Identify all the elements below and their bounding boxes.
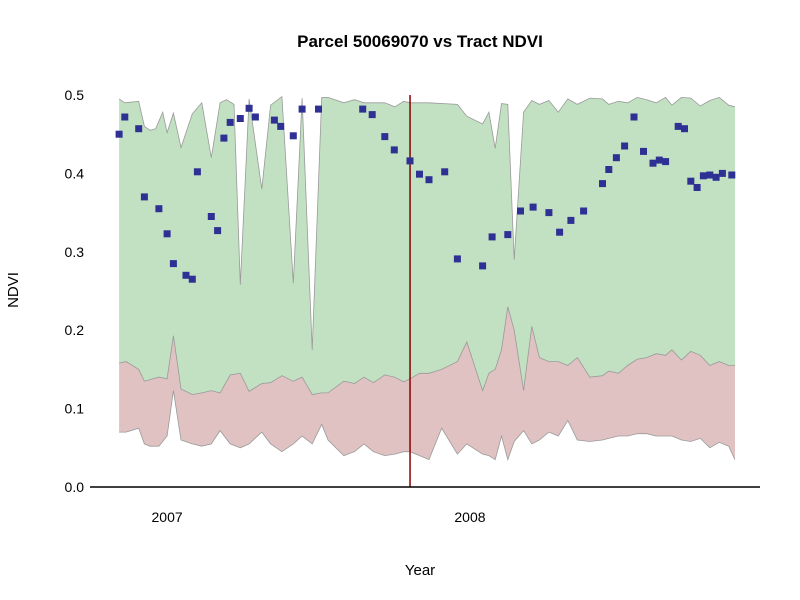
plot-area <box>115 95 736 487</box>
data-point <box>479 262 487 270</box>
chart-title: Parcel 50069070 vs Tract NDVI <box>297 32 543 51</box>
data-point <box>236 115 244 122</box>
data-point <box>277 122 285 130</box>
data-point <box>599 180 606 188</box>
data-point <box>580 207 588 215</box>
data-point <box>155 205 163 213</box>
data-point <box>220 134 228 142</box>
parcel-points <box>115 104 736 283</box>
data-point <box>169 260 177 268</box>
data-point <box>270 116 278 124</box>
data-point <box>630 113 638 121</box>
y-tick-label: 0.1 <box>65 401 85 417</box>
data-point <box>368 111 376 119</box>
x-tick-label: 2008 <box>454 509 485 525</box>
data-point <box>687 177 695 185</box>
data-point <box>245 104 253 112</box>
y-tick-label: 0.3 <box>65 244 85 260</box>
data-point <box>390 146 398 154</box>
data-point <box>359 105 367 113</box>
data-point <box>706 171 714 179</box>
data-point <box>556 228 564 236</box>
data-point <box>140 193 148 201</box>
data-point <box>406 157 414 165</box>
data-point <box>207 213 215 220</box>
data-point <box>674 122 682 130</box>
data-point <box>188 275 196 283</box>
data-point <box>315 105 322 113</box>
data-point <box>567 216 575 224</box>
data-point <box>251 113 259 121</box>
data-point <box>504 231 512 239</box>
data-point <box>416 170 423 178</box>
data-point <box>718 169 726 177</box>
lower-band-edge <box>119 390 736 461</box>
y-tick-label: 0.5 <box>65 87 85 103</box>
lower-band-area <box>119 306 736 460</box>
data-point <box>699 172 707 180</box>
data-point <box>681 125 688 133</box>
data-point <box>135 125 143 133</box>
data-point <box>193 168 201 176</box>
y-axis-ticks: 0.0 0.1 0.2 0.3 0.4 0.5 <box>65 87 85 495</box>
upper-band-edge <box>118 95 736 350</box>
data-point <box>517 207 524 215</box>
data-point <box>545 209 553 217</box>
y-tick-label: 0.2 <box>65 322 85 338</box>
data-point <box>453 255 461 263</box>
data-point <box>226 118 234 126</box>
x-tick-label: 2007 <box>152 509 183 525</box>
data-point <box>605 166 613 173</box>
x-axis-ticks: 2007 2008 <box>152 509 486 525</box>
data-point <box>163 230 171 238</box>
data-point <box>289 132 297 140</box>
data-point <box>640 147 647 155</box>
data-point <box>693 184 701 191</box>
data-point <box>425 176 433 184</box>
data-point <box>115 130 123 138</box>
data-point <box>381 133 389 141</box>
data-point <box>182 271 190 279</box>
data-point <box>214 227 222 235</box>
data-point <box>612 154 620 162</box>
data-point <box>621 142 629 150</box>
data-point <box>662 158 670 166</box>
data-point <box>488 233 496 241</box>
upper-band-area <box>119 96 736 395</box>
data-point <box>649 159 657 167</box>
y-tick-label: 0.0 <box>65 479 85 495</box>
data-point <box>529 203 537 211</box>
y-tick-label: 0.4 <box>65 165 85 181</box>
x-axis-label: Year <box>405 562 435 579</box>
middle-band-edge <box>119 306 735 395</box>
data-point <box>712 173 720 181</box>
data-point <box>655 156 663 164</box>
data-point <box>728 171 736 179</box>
data-point <box>441 168 449 176</box>
data-point <box>121 113 129 121</box>
y-axis-label: NDVI <box>5 272 22 308</box>
data-point <box>298 105 306 113</box>
